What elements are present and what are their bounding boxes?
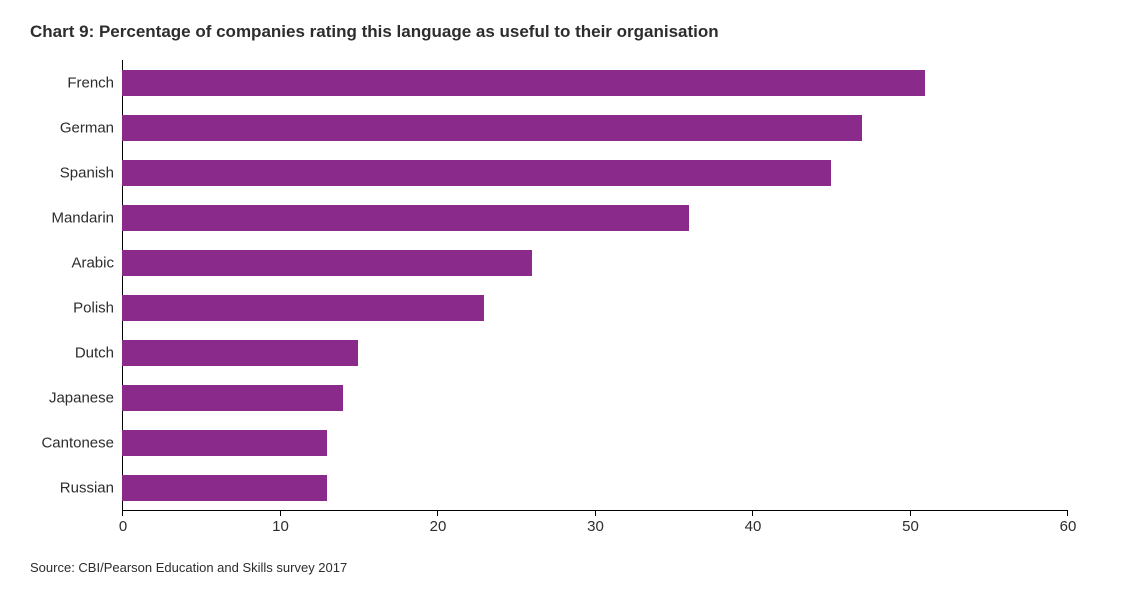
category-label: Cantonese — [41, 434, 122, 451]
chart-title: Chart 9: Percentage of companies rating … — [30, 22, 1102, 42]
category-label: Arabic — [71, 254, 122, 271]
x-tick-label: 0 — [119, 518, 127, 535]
x-tick: 60 — [1067, 510, 1068, 516]
category-label: Polish — [73, 299, 122, 316]
bar-row: French — [122, 60, 1067, 105]
bar-row: Japanese — [122, 375, 1067, 420]
bar — [122, 70, 925, 96]
category-label: French — [67, 74, 122, 91]
category-label: Mandarin — [51, 209, 122, 226]
bar — [122, 295, 484, 321]
x-tick: 0 — [122, 510, 123, 516]
bar-row: Spanish — [122, 150, 1067, 195]
x-tick: 20 — [437, 510, 438, 516]
x-tick-label: 20 — [430, 518, 447, 535]
plot-area: FrenchGermanSpanishMandarinArabicPolishD… — [122, 60, 1067, 511]
x-tick-label: 40 — [745, 518, 762, 535]
x-tick-label: 60 — [1060, 518, 1077, 535]
x-tick-label: 30 — [587, 518, 604, 535]
bar — [122, 340, 358, 366]
bar — [122, 115, 862, 141]
bar-row: Russian — [122, 465, 1067, 510]
bar-row: Mandarin — [122, 195, 1067, 240]
figure-container: Chart 9: Percentage of companies rating … — [0, 0, 1132, 608]
category-label: Spanish — [60, 164, 122, 181]
x-tick-label: 10 — [272, 518, 289, 535]
bar-row: Cantonese — [122, 420, 1067, 465]
bar — [122, 205, 689, 231]
bar-row: Polish — [122, 285, 1067, 330]
bar — [122, 250, 532, 276]
x-tick: 30 — [595, 510, 596, 516]
bar — [122, 475, 327, 501]
bar-chart: FrenchGermanSpanishMandarinArabicPolishD… — [122, 60, 1067, 511]
x-tick: 40 — [752, 510, 753, 516]
bar — [122, 385, 343, 411]
category-label: German — [60, 119, 122, 136]
bar-row: Dutch — [122, 330, 1067, 375]
bar-row: German — [122, 105, 1067, 150]
x-tick: 10 — [280, 510, 281, 516]
x-tick-label: 50 — [902, 518, 919, 535]
category-label: Japanese — [49, 389, 122, 406]
category-label: Russian — [60, 479, 122, 496]
x-tick: 50 — [910, 510, 911, 516]
category-label: Dutch — [75, 344, 122, 361]
bar — [122, 430, 327, 456]
bar-row: Arabic — [122, 240, 1067, 285]
bar — [122, 160, 831, 186]
source-text: Source: CBI/Pearson Education and Skills… — [30, 560, 347, 575]
